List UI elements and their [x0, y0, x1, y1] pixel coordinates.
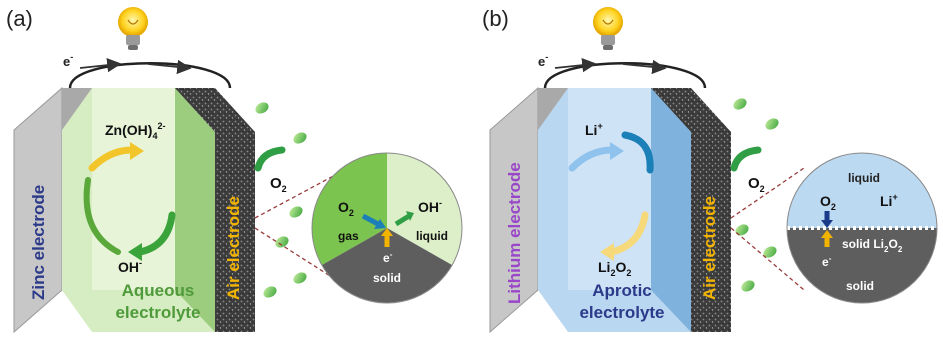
- inset-o2-label: O2: [338, 199, 354, 218]
- electron-flow-arrow-right: [147, 59, 192, 75]
- lithium-electrode-label: Lithium electrode: [505, 162, 524, 304]
- oxygen-label: O2: [270, 175, 287, 194]
- inset-hydroxide-label: OH-: [418, 198, 442, 215]
- zincate-ion-label: Zn(OH)42-: [105, 121, 165, 141]
- product-flow-arrow: [608, 211, 649, 256]
- oxygen-label: O2: [748, 175, 765, 194]
- oxygen-molecule-icon: [255, 102, 307, 298]
- air-electrode-label: Air electrode: [224, 196, 243, 300]
- lithium-peroxide-label: Li2O2: [598, 259, 631, 278]
- svg-text:e-: e-: [63, 52, 73, 69]
- electron-flow-arrow-right: [622, 59, 667, 75]
- oxygen-molecule-icon: [733, 98, 779, 292]
- panel-b: (b) e- Lithium electrode Li+ Li2O2: [482, 6, 938, 334]
- light-bulb-icon: [118, 7, 148, 50]
- light-bulb-icon: [593, 7, 623, 50]
- hydroxide-flow-arrow: [136, 211, 176, 256]
- inset-liquid-label: liquid: [848, 171, 880, 185]
- inset-o2-label: O2: [820, 193, 836, 212]
- oxygen-inflow-arrow: [730, 146, 762, 172]
- air-electrode-label: Air electrode: [700, 196, 719, 300]
- inset-solid-label: solid: [373, 271, 401, 285]
- lithium-ion-transport-arrow: [621, 131, 654, 174]
- zincate-flow-arrow: [88, 146, 136, 172]
- inset-electron-label: e-: [822, 254, 832, 269]
- lithium-ion-flow-arrow: [568, 146, 616, 172]
- electron-label: e: [63, 54, 70, 69]
- lithium-ion-label: Li+: [585, 121, 603, 138]
- zoom-line-bottom: [730, 227, 805, 291]
- inset-solid-product-label: solid Li2O2: [842, 237, 903, 254]
- zoom-line-top: [730, 167, 805, 219]
- electrolyte-label-line1: Aprotic: [592, 281, 652, 300]
- svg-text:e-: e-: [538, 52, 548, 69]
- panel-a-label: (a): [6, 6, 33, 31]
- electrolyte-label-line1: Aqueous: [122, 281, 195, 300]
- inset-solid-label: solid: [846, 279, 874, 293]
- electron-label: e: [538, 54, 545, 69]
- zinc-electrode-label: Zinc electrode: [29, 185, 48, 300]
- panel-a: (a) e- Zinc electrode Zn(OH)42-: [6, 6, 463, 334]
- inset-gas-label: gas: [338, 229, 359, 243]
- inset-o2-arrow: [361, 213, 380, 227]
- inset-liquid-label: liquid: [416, 229, 448, 243]
- zoom-line-bottom: [254, 227, 353, 291]
- panel-b-label: (b): [482, 6, 509, 31]
- discharge-loop-arrow: [83, 177, 121, 255]
- electron-flow-arrow-left: [554, 57, 597, 73]
- electrolyte-label-line2: electrolyte: [115, 303, 200, 322]
- inset-lithium-ion-label: Li+: [880, 192, 898, 209]
- inset-oh-arrow: [394, 213, 411, 227]
- circuit-wire: [543, 62, 707, 89]
- electron-flow-arrow-left: [79, 57, 122, 73]
- circuit-wire: [68, 62, 232, 89]
- electrolyte-label-line2: electrolyte: [579, 303, 664, 322]
- hydroxide-ion-label: OH-: [118, 258, 142, 275]
- oxygen-inflow-arrow: [254, 146, 286, 172]
- inset-electron-label: e-: [383, 250, 393, 265]
